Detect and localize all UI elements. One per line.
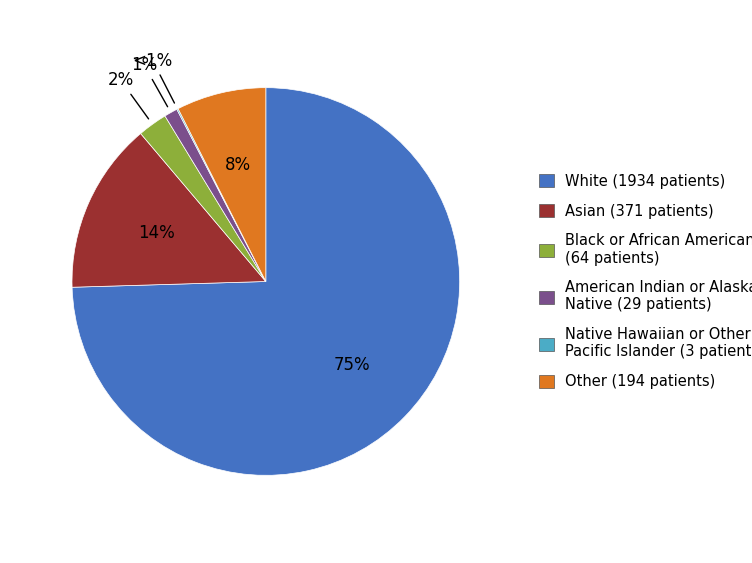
- Text: 8%: 8%: [225, 155, 251, 173]
- Wedge shape: [177, 109, 265, 282]
- Wedge shape: [165, 109, 265, 282]
- Wedge shape: [141, 116, 265, 282]
- Text: <1%: <1%: [132, 52, 174, 103]
- Text: 75%: 75%: [334, 356, 371, 374]
- Wedge shape: [72, 88, 459, 475]
- Wedge shape: [72, 133, 265, 287]
- Text: 1%: 1%: [131, 56, 168, 107]
- Text: 14%: 14%: [138, 224, 174, 242]
- Legend: White (1934 patients), Asian (371 patients), Black or African American
(64 patie: White (1934 patients), Asian (371 patien…: [539, 174, 752, 389]
- Wedge shape: [178, 88, 265, 282]
- Text: 2%: 2%: [108, 72, 149, 119]
